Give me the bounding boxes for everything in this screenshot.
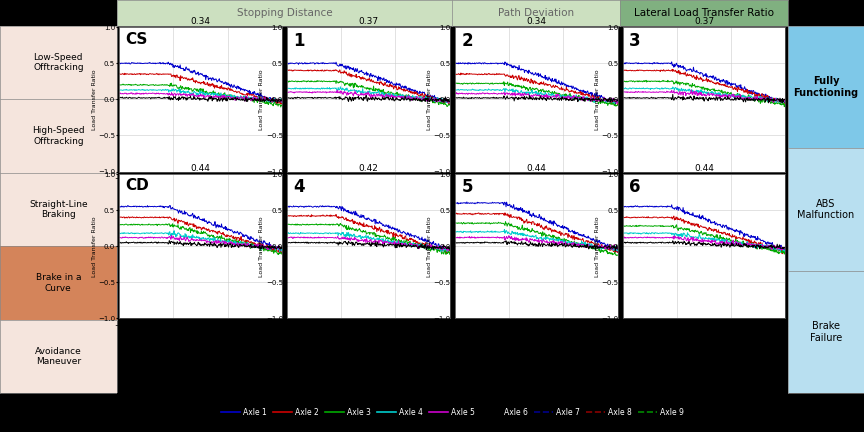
Text: Straight-Line
Braking: Straight-Line Braking [29,200,87,219]
Text: 6: 6 [629,178,641,197]
Text: 3: 3 [629,32,641,50]
Text: High-Speed
Offtracking: High-Speed Offtracking [32,127,85,146]
X-axis label: Time (seconds): Time (seconds) [174,183,227,190]
Text: 1: 1 [294,32,305,50]
Text: 0.42: 0.42 [359,164,378,173]
Text: Lateral Load Transfer Ratio: Lateral Load Transfer Ratio [634,8,774,18]
Text: CD: CD [126,178,149,194]
Text: 0.37: 0.37 [359,17,378,26]
Text: 0.37: 0.37 [694,17,715,26]
X-axis label: Time (seconds): Time (seconds) [510,330,562,337]
Text: 5: 5 [461,178,473,197]
Y-axis label: Load Transfer Ratio: Load Transfer Ratio [595,69,600,130]
Y-axis label: Load Transfer Ratio: Load Transfer Ratio [427,69,432,130]
Text: ABS
Malfunction: ABS Malfunction [797,199,854,220]
Y-axis label: Load Transfer Ratio: Load Transfer Ratio [259,69,264,130]
Text: 0.44: 0.44 [694,164,714,173]
Y-axis label: Load Transfer Ratio: Load Transfer Ratio [92,216,97,276]
X-axis label: Time (seconds): Time (seconds) [342,183,395,190]
Text: Fully
Functioning: Fully Functioning [793,76,859,98]
Text: 0.34: 0.34 [191,17,211,26]
Legend: Axle 1, Axle 2, Axle 3, Axle 4, Axle 5, Axle 6, Axle 7, Axle 8, Axle 9: Axle 1, Axle 2, Axle 3, Axle 4, Axle 5, … [218,405,687,420]
Y-axis label: Load Transfer Ratio: Load Transfer Ratio [427,216,432,276]
Y-axis label: Load Transfer Ratio: Load Transfer Ratio [92,69,97,130]
X-axis label: Time (seconds): Time (seconds) [510,183,562,190]
Text: CS: CS [126,32,148,47]
Text: 0.44: 0.44 [191,164,211,173]
Text: 0.44: 0.44 [526,164,546,173]
Y-axis label: Load Transfer Ratio: Load Transfer Ratio [595,216,600,276]
X-axis label: Time (seconds): Time (seconds) [677,183,731,190]
Text: Brake
Failure: Brake Failure [810,321,842,343]
X-axis label: Time (seconds): Time (seconds) [174,330,227,337]
Text: 2: 2 [461,32,473,50]
X-axis label: Time (seconds): Time (seconds) [677,330,731,337]
Text: Brake in a
Curve: Brake in a Curve [35,273,81,292]
Y-axis label: Load Transfer Ratio: Load Transfer Ratio [259,216,264,276]
X-axis label: Time (seconds): Time (seconds) [342,330,395,337]
Text: 0.34: 0.34 [526,17,546,26]
Text: Path Deviation: Path Deviation [499,8,575,18]
Text: Avoidance
Maneuver: Avoidance Maneuver [35,347,82,366]
Text: 4: 4 [294,178,305,197]
Text: Low-Speed
Offtracking: Low-Speed Offtracking [33,53,84,72]
Text: Stopping Distance: Stopping Distance [237,8,333,18]
